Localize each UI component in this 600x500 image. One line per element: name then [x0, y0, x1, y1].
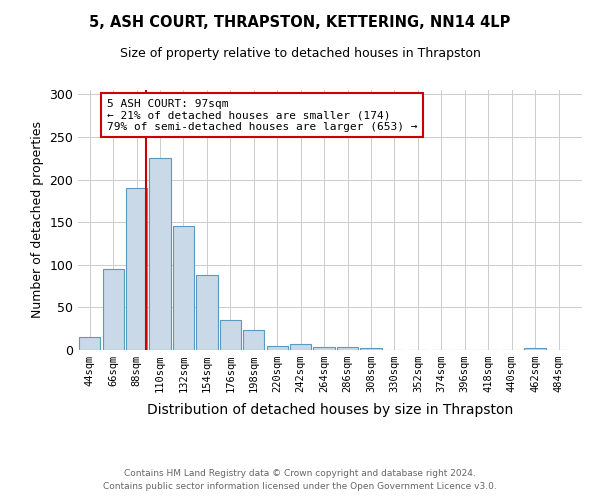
Bar [266, 346, 288, 350]
Bar [524, 348, 546, 350]
Bar [290, 344, 311, 350]
Bar [149, 158, 171, 350]
Bar [126, 188, 147, 350]
Text: Contains HM Land Registry data © Crown copyright and database right 2024.: Contains HM Land Registry data © Crown c… [124, 468, 476, 477]
Bar [313, 346, 335, 350]
Text: Contains public sector information licensed under the Open Government Licence v3: Contains public sector information licen… [103, 482, 497, 491]
Bar [243, 330, 265, 350]
Bar [361, 348, 382, 350]
Bar [220, 320, 241, 350]
Bar [337, 348, 358, 350]
X-axis label: Distribution of detached houses by size in Thrapston: Distribution of detached houses by size … [147, 404, 513, 417]
Bar [173, 226, 194, 350]
Text: 5, ASH COURT, THRAPSTON, KETTERING, NN14 4LP: 5, ASH COURT, THRAPSTON, KETTERING, NN14… [89, 15, 511, 30]
Text: 5 ASH COURT: 97sqm
← 21% of detached houses are smaller (174)
79% of semi-detach: 5 ASH COURT: 97sqm ← 21% of detached hou… [107, 98, 417, 132]
Text: Size of property relative to detached houses in Thrapston: Size of property relative to detached ho… [119, 48, 481, 60]
Bar [103, 269, 124, 350]
Bar [79, 337, 100, 350]
Y-axis label: Number of detached properties: Number of detached properties [31, 122, 44, 318]
Bar [196, 275, 218, 350]
